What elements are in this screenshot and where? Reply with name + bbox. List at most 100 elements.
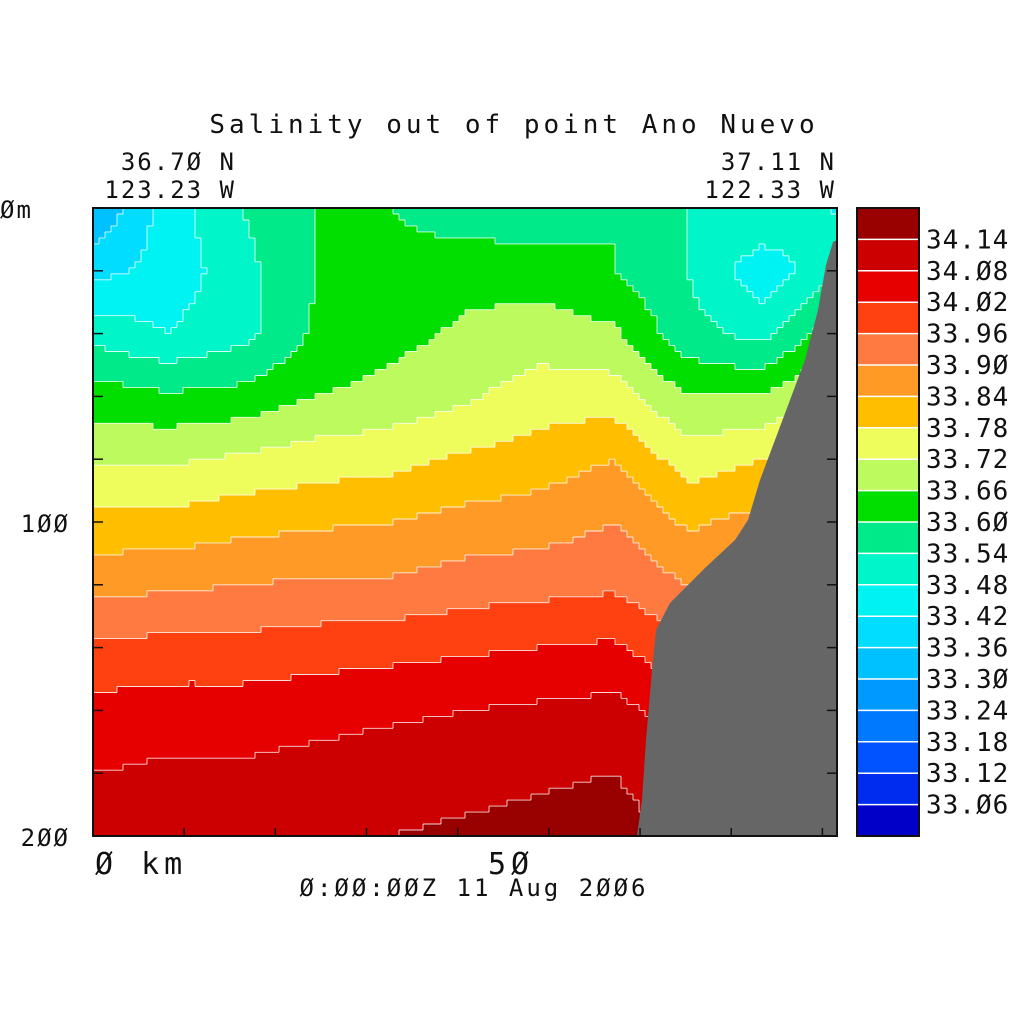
field-cell (555, 387, 562, 395)
field-cell (207, 423, 214, 430)
field-cell (663, 309, 670, 317)
field-cell (543, 297, 550, 305)
field-cell (99, 387, 106, 395)
field-cell (135, 375, 142, 383)
field-cell (549, 219, 556, 227)
field-cell (459, 237, 466, 245)
field-cell (609, 291, 616, 299)
field-cell (537, 267, 544, 275)
field-cell (657, 351, 664, 359)
field-cell (477, 399, 484, 406)
field-cell (627, 375, 634, 383)
field-cell (657, 243, 664, 251)
field-cell (291, 315, 298, 323)
field-cell (303, 213, 310, 221)
field-cell (729, 249, 736, 257)
field-cell (645, 405, 652, 412)
field-cell (753, 261, 760, 269)
field-cell (159, 309, 166, 317)
field-cell (555, 375, 562, 383)
field-cell (729, 208, 736, 215)
field-cell (825, 219, 832, 227)
field-cell (255, 243, 262, 251)
field-cell (735, 423, 742, 430)
field-cell (135, 435, 142, 442)
field-cell (609, 231, 616, 239)
field-cell (663, 417, 670, 424)
field-cell (735, 351, 742, 359)
field-cell (417, 417, 424, 424)
field-cell (279, 213, 286, 221)
field-cell (291, 381, 298, 389)
field-cell (129, 381, 136, 389)
field-cell (225, 435, 232, 442)
field-cell (165, 393, 172, 400)
field-cell (663, 429, 670, 436)
field-cell (609, 315, 616, 323)
field-cell (417, 243, 424, 251)
field-cell (339, 393, 346, 400)
field-cell (147, 315, 154, 323)
field-cell (195, 345, 202, 353)
field-cell (141, 213, 148, 221)
field-cell (249, 243, 256, 251)
field-cell (591, 351, 598, 359)
field-cell (723, 399, 730, 406)
field-cell (633, 417, 640, 424)
field-cell (111, 429, 118, 436)
field-cell (723, 219, 730, 227)
field-cell (471, 261, 478, 269)
field-cell (267, 231, 274, 239)
field-cell (225, 363, 232, 371)
field-cell (207, 327, 214, 335)
field-cell (447, 345, 454, 353)
field-cell (183, 213, 190, 221)
field-cell (753, 351, 760, 359)
field-cell (315, 285, 322, 293)
field-cell (591, 273, 598, 281)
field-cell (423, 279, 430, 287)
field-cell (351, 291, 358, 299)
field-cell (771, 243, 778, 251)
field-cell (483, 435, 490, 442)
field-cell (171, 237, 178, 245)
field-cell (195, 261, 202, 269)
field-cell (549, 261, 556, 269)
field-cell (399, 237, 406, 245)
field-cell (765, 363, 772, 371)
field-cell (507, 339, 514, 347)
field-cell (423, 297, 430, 305)
field-cell (411, 321, 418, 329)
field-cell (795, 208, 802, 215)
field-cell (129, 261, 136, 269)
field-cell (363, 267, 370, 275)
field-cell (177, 309, 184, 317)
field-cell (591, 345, 598, 353)
field-cell (771, 375, 778, 383)
field-cell (549, 333, 556, 341)
field-cell (243, 267, 250, 275)
field-cell (237, 231, 244, 239)
field-cell (171, 429, 178, 436)
field-cell (273, 405, 280, 412)
field-cell (315, 339, 322, 347)
field-cell (153, 429, 160, 436)
field-cell (447, 213, 454, 221)
field-cell (165, 327, 172, 335)
field-cell (345, 429, 352, 436)
field-cell (387, 208, 394, 215)
field-cell (183, 447, 190, 454)
field-cell (549, 339, 556, 347)
field-cell (405, 381, 412, 389)
field-cell (783, 327, 790, 335)
field-cell (459, 213, 466, 221)
field-cell (273, 423, 280, 430)
field-cell (333, 339, 340, 347)
field-cell (147, 393, 154, 400)
field-cell (369, 405, 376, 412)
field-cell (279, 375, 286, 383)
field-cell (729, 237, 736, 245)
field-cell (363, 405, 370, 412)
field-cell (561, 249, 568, 257)
field-cell (135, 351, 142, 359)
